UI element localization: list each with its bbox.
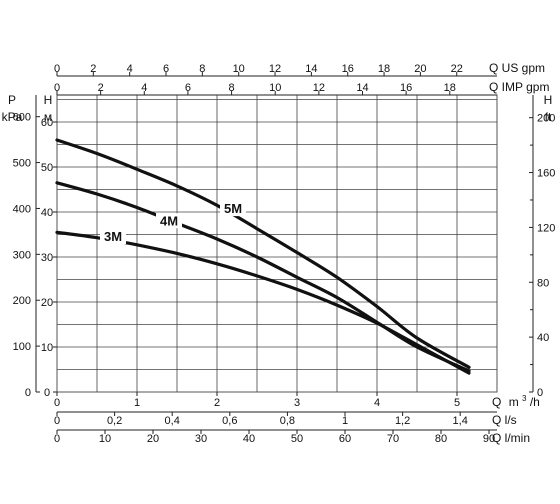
- curve-label-3m: 3M: [104, 229, 122, 244]
- m3h-tick-label: 4: [374, 397, 380, 409]
- ft-tick-label: 0: [537, 387, 543, 399]
- kpa-tick-label: 500: [13, 158, 31, 170]
- ls-tick-label: 1: [342, 415, 348, 427]
- lmin-tick-label: 10: [99, 433, 111, 445]
- head-m-tick-label: 20: [41, 297, 53, 309]
- curve-3m: [55, 230, 471, 375]
- kpa-tick-label: 300: [13, 249, 31, 261]
- m3h-tick-label: 5: [454, 397, 460, 409]
- axis-labels: P kPa H м H ft Q US gpm Q IMP gpm Q m 3 …: [2, 61, 553, 445]
- series-layer: 5M 4M 3M: [55, 138, 471, 375]
- us_gpm-tick-label: 14: [305, 63, 317, 75]
- ls-tick-label: 1,4: [453, 415, 468, 427]
- head-ft-axis-unit: ft: [545, 110, 552, 124]
- us_gpm-tick-label: 10: [233, 63, 245, 75]
- head-m-tick-label: 40: [41, 207, 53, 219]
- kpa-tick-label: 400: [13, 203, 31, 215]
- ls-tick-label: 0,8: [280, 415, 295, 427]
- kpa-axis-symbol: P: [8, 93, 16, 107]
- m3h-axis-label: Q m 3 /h: [492, 390, 540, 409]
- lmin-tick-label: 60: [339, 433, 351, 445]
- curve-label-5m: 5M: [224, 201, 242, 216]
- head-m-tick-label: 10: [41, 342, 53, 354]
- imp_gpm-tick-label: 6: [185, 82, 191, 94]
- kpa-axis-unit: kPa: [2, 110, 23, 124]
- ls-tick-label: 0,4: [165, 415, 180, 427]
- imp_gpm-tick-label: 12: [313, 82, 325, 94]
- ft-tick-label: 80: [537, 277, 549, 289]
- kpa-tick-label: 100: [13, 341, 31, 353]
- imp_gpm-tick-label: 10: [269, 82, 281, 94]
- head-m-tick-label: 30: [41, 252, 53, 264]
- lmin-axis-label: Q l/min: [492, 431, 530, 445]
- lmin-tick-label: 0: [54, 433, 60, 445]
- us_gpm-tick-label: 2: [90, 63, 96, 75]
- ls-axis-label: Q l/s: [492, 413, 517, 427]
- us_gpm-tick-label: 20: [414, 63, 426, 75]
- curve-label-background: [156, 213, 182, 229]
- ft-tick-label: 160: [537, 168, 555, 180]
- imp_gpm-tick-label: 14: [356, 82, 368, 94]
- m3h-label-unit: m: [509, 395, 519, 409]
- axes: 0 2 4 6 8 10 12 14 16 18 20 220 2 4 6 8 10 12 14 16 180 1 2 3 4 5…: [13, 63, 556, 445]
- curve-label-4m: 4M: [160, 213, 178, 228]
- us_gpm-tick-label: 12: [269, 63, 281, 75]
- ls-tick-label: 0,2: [107, 415, 122, 427]
- us-gpm-axis-label: Q US gpm: [489, 61, 545, 75]
- m3h-label-tail: /h: [530, 395, 540, 409]
- kpa-tick-label: 200: [13, 295, 31, 307]
- m3h-label-prefix: Q: [492, 395, 501, 409]
- lmin-tick-label: 30: [195, 433, 207, 445]
- head-m-tick-label: 60: [41, 117, 53, 129]
- lmin-tick-label: 50: [291, 433, 303, 445]
- head-ft-axis-symbol: H: [544, 93, 553, 107]
- head-m-tick-label: 0: [44, 387, 50, 399]
- head-m-axis-unit: м: [44, 110, 52, 124]
- us_gpm-tick-label: 18: [378, 63, 390, 75]
- imp_gpm-tick-label: 0: [54, 82, 60, 94]
- ft-tick-label: 120: [537, 222, 555, 234]
- curve-label-background: [100, 229, 126, 244]
- m3h-tick-label: 2: [214, 397, 220, 409]
- us_gpm-tick-label: 16: [342, 63, 354, 75]
- lmin-tick-label: 90: [483, 433, 495, 445]
- ls-tick-label: 1,2: [395, 415, 410, 427]
- ls-tick-label: 0: [54, 415, 60, 427]
- m3h-tick-label: 3: [294, 397, 300, 409]
- lmin-tick-label: 70: [387, 433, 399, 445]
- head-m-tick-label: 50: [41, 162, 53, 174]
- us_gpm-tick-label: 22: [451, 63, 463, 75]
- lmin-tick-label: 40: [243, 433, 255, 445]
- imp_gpm-tick-label: 4: [141, 82, 147, 94]
- m3h-tick-label: 0: [54, 397, 60, 409]
- m3h-label-sup: 3: [522, 394, 527, 403]
- ft-tick-label: 40: [537, 332, 549, 344]
- us_gpm-tick-label: 6: [163, 63, 169, 75]
- m3h-tick-label: 1: [134, 397, 140, 409]
- curve-label-background: [220, 201, 246, 217]
- kpa-tick-label: 0: [25, 387, 31, 399]
- ft-tick-label: 200: [537, 113, 555, 125]
- lmin-tick-label: 80: [435, 433, 447, 445]
- imp_gpm-tick-label: 16: [400, 82, 412, 94]
- kpa-tick-label: 600: [13, 112, 31, 124]
- imp-gpm-axis-label: Q IMP gpm: [489, 80, 549, 94]
- curve-5m: [55, 138, 471, 369]
- head-m-axis-symbol: H: [44, 93, 53, 107]
- grid: [56, 94, 498, 393]
- us_gpm-tick-label: 0: [54, 63, 60, 75]
- imp_gpm-tick-label: 8: [229, 82, 235, 94]
- ls-tick-label: 0,6: [222, 415, 237, 427]
- imp_gpm-tick-label: 18: [444, 82, 456, 94]
- lmin-tick-label: 20: [147, 433, 159, 445]
- us_gpm-tick-label: 4: [127, 63, 133, 75]
- us_gpm-tick-label: 8: [199, 63, 205, 75]
- imp_gpm-tick-label: 2: [98, 82, 104, 94]
